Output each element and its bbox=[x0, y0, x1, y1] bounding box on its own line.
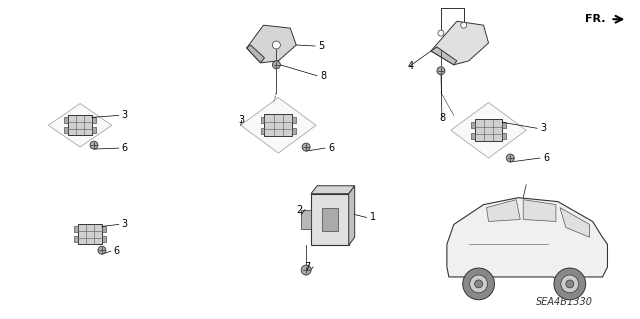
Text: 5: 5 bbox=[318, 41, 324, 51]
Polygon shape bbox=[246, 45, 264, 63]
Polygon shape bbox=[322, 208, 338, 231]
Bar bbox=[260, 128, 264, 134]
Text: 6: 6 bbox=[122, 143, 128, 153]
Text: 3: 3 bbox=[540, 123, 546, 133]
Circle shape bbox=[554, 268, 586, 300]
Text: 6: 6 bbox=[543, 153, 549, 163]
Polygon shape bbox=[431, 21, 488, 65]
Circle shape bbox=[301, 265, 311, 275]
Polygon shape bbox=[68, 115, 92, 135]
Polygon shape bbox=[311, 186, 355, 194]
Bar bbox=[92, 127, 96, 133]
Bar bbox=[102, 226, 106, 232]
Bar bbox=[260, 117, 264, 123]
Bar bbox=[64, 127, 68, 133]
Circle shape bbox=[273, 61, 280, 69]
Text: 3: 3 bbox=[122, 219, 128, 229]
Text: 4: 4 bbox=[407, 61, 413, 71]
Bar bbox=[470, 133, 475, 139]
Circle shape bbox=[438, 30, 444, 36]
Text: SEA4B1330: SEA4B1330 bbox=[536, 297, 593, 307]
Polygon shape bbox=[560, 208, 589, 237]
Polygon shape bbox=[447, 198, 607, 284]
Bar bbox=[292, 117, 296, 123]
Text: 3: 3 bbox=[122, 110, 128, 120]
Polygon shape bbox=[264, 115, 292, 136]
Circle shape bbox=[90, 141, 98, 149]
Polygon shape bbox=[301, 210, 311, 229]
Text: 8: 8 bbox=[439, 113, 445, 123]
Text: 3: 3 bbox=[239, 115, 245, 125]
Bar bbox=[470, 122, 475, 128]
Polygon shape bbox=[241, 98, 316, 153]
Text: 6: 6 bbox=[114, 246, 120, 256]
Bar bbox=[92, 117, 96, 123]
Circle shape bbox=[566, 280, 574, 288]
Circle shape bbox=[437, 67, 445, 75]
Bar bbox=[292, 128, 296, 134]
Polygon shape bbox=[524, 200, 556, 221]
Bar bbox=[74, 226, 78, 232]
Bar bbox=[502, 133, 506, 139]
Polygon shape bbox=[431, 47, 457, 65]
Polygon shape bbox=[451, 102, 526, 158]
Polygon shape bbox=[78, 225, 102, 244]
Circle shape bbox=[561, 275, 579, 293]
Bar bbox=[64, 117, 68, 123]
Text: 8: 8 bbox=[320, 71, 326, 81]
Polygon shape bbox=[475, 119, 502, 141]
Polygon shape bbox=[486, 200, 520, 221]
Circle shape bbox=[273, 41, 280, 49]
Circle shape bbox=[98, 246, 106, 254]
Polygon shape bbox=[246, 25, 296, 63]
Bar bbox=[102, 236, 106, 242]
Text: 7: 7 bbox=[304, 262, 310, 272]
Polygon shape bbox=[349, 186, 355, 245]
Circle shape bbox=[302, 143, 310, 151]
Text: 6: 6 bbox=[328, 143, 334, 153]
Bar bbox=[502, 122, 506, 128]
Text: 1: 1 bbox=[369, 212, 376, 222]
Circle shape bbox=[463, 268, 495, 300]
Circle shape bbox=[461, 22, 467, 28]
Text: FR.: FR. bbox=[585, 14, 605, 24]
Polygon shape bbox=[311, 194, 349, 245]
Circle shape bbox=[475, 280, 483, 288]
Text: 2: 2 bbox=[296, 204, 302, 215]
Bar bbox=[74, 236, 78, 242]
Circle shape bbox=[506, 154, 515, 162]
Circle shape bbox=[470, 275, 488, 293]
Polygon shape bbox=[49, 103, 112, 147]
